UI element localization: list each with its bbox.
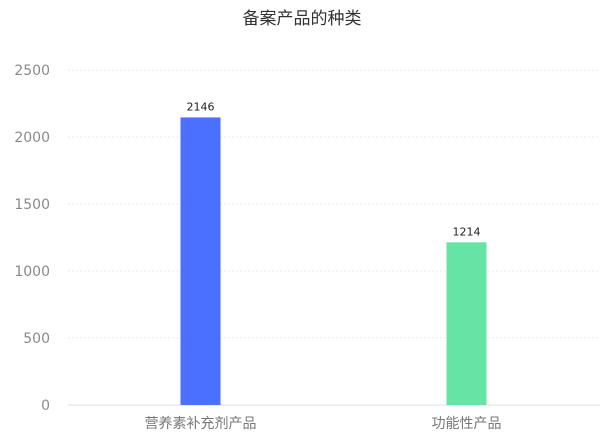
bar [180, 117, 221, 405]
data-label: 1214 [453, 225, 481, 238]
y-tick-label: 2000 [14, 130, 50, 146]
data-label: 2146 [187, 100, 215, 113]
y-tick-label: 1500 [14, 197, 50, 213]
y-tick-label: 0 [41, 398, 50, 414]
chart-title: 备案产品的种类 [242, 9, 362, 29]
y-tick-label: 500 [23, 331, 50, 347]
x-tick-label: 功能性产品 [432, 416, 502, 432]
y-tick-label: 1000 [14, 264, 50, 280]
y-tick-label: 2500 [14, 63, 50, 79]
x-tick-label: 营养素补充剂产品 [145, 416, 257, 432]
bar [446, 242, 487, 405]
